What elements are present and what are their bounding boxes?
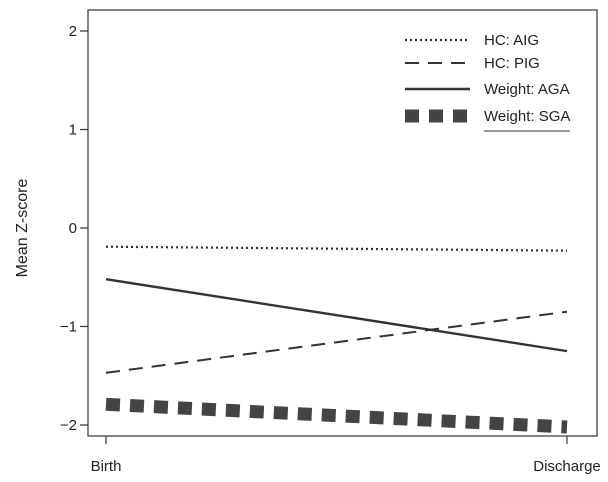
x-tick-label: Discharge [533, 458, 601, 475]
legend-label-4: Weight: SGA [484, 108, 570, 125]
y-axis-title: Mean Z-score [14, 179, 31, 278]
legend-label-3: Weight: AGA [484, 81, 570, 98]
legend-label-1: HC: AIG [484, 32, 539, 49]
ticks-layer: 2 1 0 −1 −2 Birth Discharge [60, 23, 601, 475]
y-tick-label: 0 [69, 220, 77, 237]
x-tick-label: Birth [91, 458, 122, 475]
series-layer [105, 245, 568, 434]
plot-frame [87, 9, 598, 437]
legend: HC: AIG HC: PIG Weight: AGA Weight: SGA [405, 32, 570, 132]
legend-label-2: HC: PIG [484, 55, 540, 72]
series-line-1 [105, 245, 568, 252]
y-tick-label: −2 [60, 417, 77, 434]
series-line-4 [105, 397, 568, 434]
y-tick-label: −1 [60, 319, 77, 336]
y-tick-label: 1 [69, 122, 77, 139]
axes-layer [87, 9, 598, 437]
series-line-3 [105, 278, 568, 353]
y-tick-label: 2 [69, 23, 77, 40]
series-line-2 [105, 310, 568, 374]
